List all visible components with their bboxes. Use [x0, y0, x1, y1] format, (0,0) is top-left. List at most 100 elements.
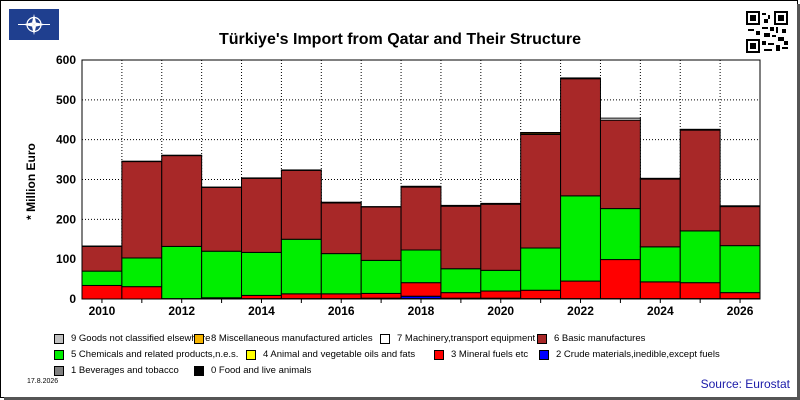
bar-segment	[440, 292, 482, 299]
bar-segment	[440, 205, 482, 270]
legend-swatch	[54, 349, 64, 360]
x-tick-label: 2010	[89, 304, 116, 318]
legend-item: 3 Mineral fuels etc	[434, 349, 528, 360]
bar-segment	[320, 202, 362, 255]
legend-label: 2 Crude materials,inedible,except fuels	[556, 349, 720, 360]
bar-segment	[81, 245, 123, 272]
legend-label: 4 Animal and vegetable oils and fats	[263, 349, 416, 360]
bar-segment	[320, 201, 362, 204]
bar-segment	[121, 286, 163, 300]
legend-item: 1 Beverages and tobacco	[54, 365, 179, 376]
legend-label: 5 Chemicals and related products,n.e.s.	[71, 349, 239, 360]
bar-segment	[520, 133, 562, 249]
bar-segment	[679, 282, 721, 300]
bar-segment	[400, 186, 442, 251]
legend-swatch	[194, 365, 204, 376]
bar-segment	[480, 290, 522, 299]
bar-segment	[639, 246, 681, 283]
frame-shadow-right	[797, 4, 800, 400]
legend-item: 5 Chemicals and related products,n.e.s.	[54, 349, 238, 360]
legend-item: 6 Basic manufactures	[537, 333, 645, 344]
bar-segment	[480, 202, 522, 205]
legend-label: 9 Goods not classified elsewhere	[71, 333, 211, 344]
bar-segment	[599, 259, 641, 300]
legend-label: 1 Beverages and tobacco	[71, 365, 179, 376]
chart-title: Türkiye's Import from Qatar and Their St…	[218, 31, 582, 48]
frame-shadow-bottom	[4, 397, 800, 400]
nato-compass-icon	[9, 9, 59, 40]
bar-segment	[360, 259, 402, 294]
legend-label: 7 Machinery,transport equipment	[397, 333, 536, 344]
bar-segment	[520, 131, 562, 135]
legend-item: 7 Machinery,transport equipment	[380, 333, 535, 344]
legend-swatch	[54, 333, 64, 344]
bar-segment	[679, 129, 721, 232]
bar-segment	[241, 177, 282, 253]
x-tick-label: 2014	[248, 304, 275, 318]
x-tick-label: 2012	[168, 304, 195, 318]
bar-segment	[280, 238, 322, 295]
bar-segment	[639, 281, 681, 300]
bar-segment	[520, 247, 562, 291]
x-tick-label: 2024	[647, 304, 674, 318]
legend-item: 4 Animal and vegetable oils and fats	[246, 349, 415, 360]
y-axis-title: * Million Euro	[24, 143, 38, 220]
bar-segment	[121, 257, 163, 288]
legend-swatch	[380, 333, 390, 344]
y-tick-label: 200	[56, 212, 76, 226]
x-tick-label: 2018	[408, 304, 435, 318]
bar-segment	[161, 245, 203, 300]
bar-segment	[81, 284, 123, 300]
qr-code-icon	[746, 11, 788, 53]
y-tick-label: 300	[56, 173, 76, 187]
bar-segment	[560, 195, 601, 282]
legend-swatch	[54, 365, 64, 376]
legend-swatch	[194, 333, 204, 344]
legend-item: 8 Miscellaneous manufactured articles	[194, 333, 373, 344]
bar-segment	[560, 77, 601, 80]
bar-segment	[400, 249, 442, 284]
bar-segment	[480, 203, 522, 271]
legend-label: 6 Basic manufactures	[554, 333, 646, 344]
bar-segment	[360, 206, 402, 261]
bar-segment	[161, 155, 203, 247]
legend-label: 8 Miscellaneous manufactured articles	[211, 333, 373, 344]
bar-segment	[679, 128, 721, 131]
bar-segment	[560, 280, 601, 300]
source-label: Source: Eurostat	[700, 377, 790, 391]
bar-segment	[679, 230, 721, 284]
bar-segment	[81, 270, 123, 286]
bar-segment	[280, 293, 322, 300]
bar-segment	[639, 177, 681, 180]
bar-segment	[280, 169, 322, 240]
legend-label: 0 Food and live animals	[211, 365, 312, 376]
legend-swatch	[434, 349, 444, 360]
legend-swatch	[246, 349, 256, 360]
y-tick-label: 0	[69, 292, 76, 306]
bar-segment	[560, 78, 601, 197]
bar-segment	[400, 282, 442, 297]
legend-label: 3 Mineral fuels etc	[451, 349, 529, 360]
bar-segment	[320, 253, 362, 295]
bar-segment	[719, 206, 761, 247]
legend-swatch	[539, 349, 549, 360]
bar-segment	[639, 178, 681, 248]
x-tick-label: 2026	[727, 304, 754, 318]
bar-segment	[719, 292, 761, 300]
bar-segment	[719, 205, 761, 208]
x-tick-label: 2022	[567, 304, 594, 318]
x-tick-label: 2020	[487, 304, 514, 318]
bar-segment	[241, 251, 282, 296]
bar-segment	[201, 250, 243, 299]
bar-segment	[400, 185, 442, 188]
y-tick-label: 500	[56, 93, 76, 107]
legend-item: 9 Goods not classified elsewhere	[54, 333, 210, 344]
y-tick-label: 400	[56, 133, 76, 147]
legend-swatch	[537, 333, 547, 344]
bar-segment	[520, 289, 562, 300]
bar-segment	[599, 117, 641, 121]
bar-segment	[599, 208, 641, 261]
bar-segment	[480, 269, 522, 292]
